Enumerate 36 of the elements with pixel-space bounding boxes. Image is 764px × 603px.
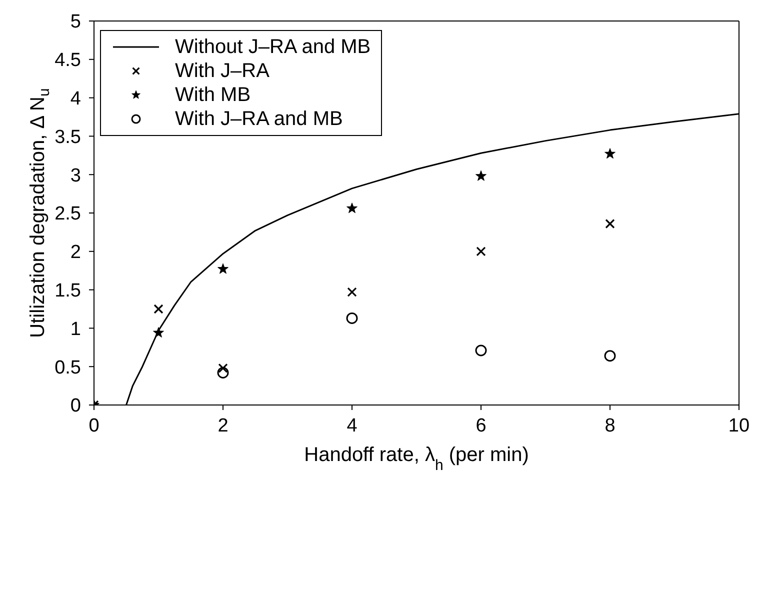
y-tick-label: 2.5: [54, 204, 81, 225]
x-axis-title: Handoff rate, λ$_{h}$ (per min): [304, 444, 529, 474]
y-tick-label: 4: [70, 88, 82, 110]
point: [346, 312, 358, 324]
y-tick-label: 3: [70, 165, 81, 186]
y-tick-label: 0.5: [54, 357, 81, 378]
legend-label: With J–RA: [175, 59, 270, 83]
y-tick-label: 2: [70, 242, 81, 264]
legend-label: Without J–RA and MB: [175, 35, 371, 59]
point: [605, 218, 615, 229]
x-tick-label: 10: [728, 415, 750, 436]
point: [217, 366, 229, 378]
point: [476, 170, 486, 181]
x-tick-label: 2: [218, 415, 228, 436]
y-tick-label: 3.5: [54, 126, 81, 148]
x-tick-label: 4: [346, 415, 358, 436]
point: [346, 202, 358, 214]
point: [153, 327, 164, 338]
point: [475, 344, 487, 356]
x-tick-label: 6: [476, 415, 486, 436]
legend-label: With MB: [175, 83, 251, 107]
point: [218, 263, 228, 274]
x-tick-label: 8: [604, 415, 616, 436]
y-tick-label: 4.5: [54, 50, 81, 72]
legend-label: With J–RA and MB: [175, 107, 343, 131]
y-tick-label: 1: [70, 318, 81, 340]
point: [218, 363, 228, 373]
point: [347, 287, 357, 297]
point: [604, 148, 616, 159]
point: [604, 350, 616, 362]
y-tick-label: 5: [70, 12, 81, 33]
y-tick-label: 0: [70, 396, 81, 417]
x-tick-label: 0: [88, 415, 100, 436]
y-tick-label: 1.5: [54, 280, 81, 302]
point: [154, 304, 164, 314]
point: [476, 246, 486, 256]
